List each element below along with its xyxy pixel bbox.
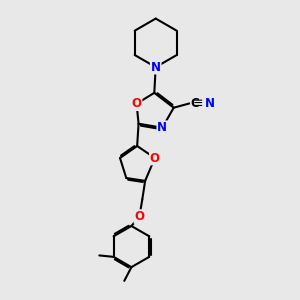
Text: N: N	[157, 121, 167, 134]
Text: C: C	[190, 97, 199, 110]
Text: O: O	[132, 97, 142, 110]
Text: ≡: ≡	[193, 97, 203, 110]
Text: N: N	[205, 97, 215, 110]
Text: O: O	[150, 152, 160, 164]
Text: N: N	[151, 61, 161, 74]
Text: O: O	[134, 210, 144, 223]
